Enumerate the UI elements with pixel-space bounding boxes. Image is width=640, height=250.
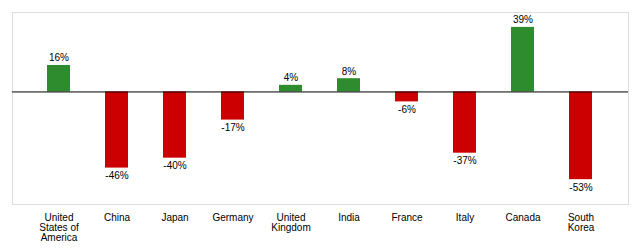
svg-text:39%: 39% xyxy=(513,14,533,25)
svg-text:-37%: -37% xyxy=(453,155,476,166)
svg-text:16%: 16% xyxy=(49,52,69,63)
svg-text:8%: 8% xyxy=(342,66,357,77)
svg-text:SouthKorea: SouthKorea xyxy=(568,212,595,233)
svg-text:UnitedStates ofAmerica: UnitedStates ofAmerica xyxy=(39,212,79,243)
svg-text:-17%: -17% xyxy=(221,122,244,133)
svg-text:China: China xyxy=(104,212,131,223)
svg-text:India: India xyxy=(338,212,360,223)
svg-text:Italy: Italy xyxy=(456,212,474,223)
svg-text:-6%: -6% xyxy=(398,104,416,115)
svg-text:-46%: -46% xyxy=(105,170,128,181)
svg-text:France: France xyxy=(391,212,423,223)
svg-text:Japan: Japan xyxy=(161,212,188,223)
svg-text:Canada: Canada xyxy=(505,212,540,223)
svg-text:-40%: -40% xyxy=(163,160,186,171)
svg-text:-53%: -53% xyxy=(569,182,592,193)
svg-text:4%: 4% xyxy=(284,72,299,83)
svg-text:Germany: Germany xyxy=(212,212,253,223)
svg-text:UnitedKingdom: UnitedKingdom xyxy=(271,212,310,233)
